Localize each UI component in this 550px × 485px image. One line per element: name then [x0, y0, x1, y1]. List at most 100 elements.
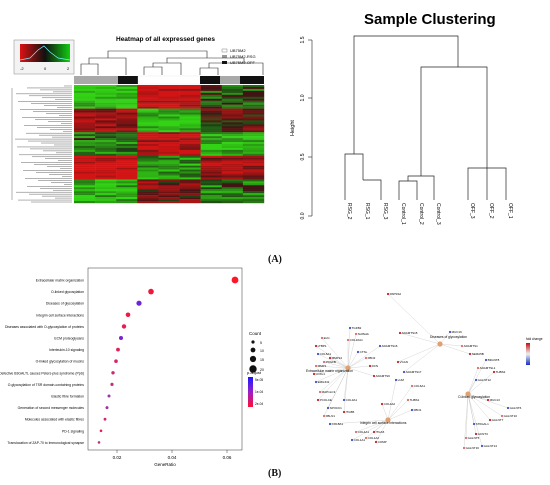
heatmap-cell	[116, 122, 138, 125]
heatmap-cell	[221, 197, 244, 200]
gene-label: MUC13	[490, 398, 501, 402]
heatmap-cell	[74, 118, 96, 121]
gene-node	[410, 408, 414, 412]
heatmap-cell	[221, 124, 244, 127]
heatmap-cell	[179, 187, 201, 190]
heatmap-cell	[74, 140, 96, 143]
heatmap-cell	[95, 116, 117, 119]
heatmap-cell	[95, 144, 117, 147]
heatmap-cell	[242, 191, 265, 194]
heatmap-cell	[221, 167, 244, 170]
gene-node	[364, 356, 368, 360]
heatmap-cell	[116, 181, 138, 184]
term-dot	[116, 347, 120, 352]
gene-node	[328, 356, 332, 360]
heatmap-cell	[137, 102, 159, 105]
heatmap-cell	[200, 102, 222, 105]
term-dot	[97, 441, 101, 444]
heatmap-cell	[137, 96, 159, 99]
heatmap-cell	[242, 88, 265, 92]
heatmap-cell	[200, 193, 222, 196]
heatmap-cell	[158, 92, 180, 96]
heatmap-cell	[221, 112, 244, 115]
heatmap-cell	[137, 159, 159, 162]
heatmap-cell	[242, 96, 265, 99]
heatmap-cell	[179, 179, 201, 182]
heatmap-cell	[116, 90, 138, 94]
network-edge	[329, 357, 349, 369]
heatmap-cell	[221, 201, 244, 204]
gene-label: DCN	[372, 364, 379, 368]
term-dot	[99, 429, 103, 433]
heatmap-cell	[116, 92, 138, 96]
network-edge	[343, 367, 349, 401]
gene-node	[320, 336, 324, 340]
heatmap-cell	[179, 181, 201, 184]
heatmap-cell	[221, 134, 244, 137]
heatmap-cell	[200, 147, 222, 151]
heatmap-cell	[200, 124, 222, 127]
heatmap-cell	[158, 201, 180, 204]
heatmap-cell	[200, 128, 222, 131]
heatmap-cell	[179, 197, 201, 200]
fold-change-legend: fold change	[526, 337, 543, 365]
heatmap-cell	[200, 122, 222, 125]
heatmap-cell	[116, 151, 138, 155]
heatmap-cell	[158, 195, 180, 198]
heatmap-cell	[179, 142, 201, 145]
network-edge	[351, 419, 389, 441]
heatmap-cell	[242, 144, 265, 147]
gene-node	[314, 380, 318, 384]
heatmap-cell	[116, 144, 138, 147]
gene-node	[378, 344, 382, 348]
heatmap-cell	[221, 187, 244, 190]
network-edges	[313, 293, 509, 449]
gene-node	[506, 406, 510, 410]
heatmap-cell	[242, 197, 265, 200]
heatmap-cell	[137, 187, 159, 190]
heatmap-cell	[74, 90, 96, 94]
heatmap-cell	[95, 118, 117, 121]
heatmap-cell	[74, 147, 96, 151]
heatmap-cell	[95, 171, 117, 174]
heatmap-cell	[116, 191, 138, 194]
y-axis-label: Height	[290, 120, 296, 136]
heatmap-cell	[200, 120, 222, 123]
gene-node	[314, 364, 318, 368]
gene-node	[348, 326, 352, 330]
heatmap-cell	[95, 140, 117, 143]
heatmap-cell	[137, 161, 159, 164]
heatmap-cell	[74, 173, 96, 176]
heatmap-cell	[221, 155, 244, 158]
heatmap-cell	[74, 138, 96, 141]
heatmap-cell	[95, 114, 117, 117]
gene-label: COL1A1	[354, 438, 366, 442]
heatmap-cell	[200, 191, 222, 194]
heatmap-cell	[221, 110, 244, 113]
network-edge	[329, 419, 389, 425]
network-edge	[465, 393, 469, 439]
heatmap-cell	[137, 114, 159, 117]
heatmap-cell	[116, 86, 138, 90]
heatmap-cell	[242, 136, 265, 139]
heatmap-cell	[179, 90, 201, 94]
heatmap-cell	[242, 90, 265, 94]
heatmap-cell	[74, 122, 96, 125]
heatmap-cell	[200, 85, 222, 88]
heatmap-cell	[158, 128, 180, 131]
term-dot	[105, 406, 109, 410]
heatmap-cell	[74, 114, 96, 117]
heatmap-cell	[200, 100, 222, 103]
gene-label: COL8A1	[332, 422, 344, 426]
gene-label: MMP14	[332, 356, 343, 360]
gene-node	[380, 402, 384, 406]
heatmap-cell	[221, 85, 244, 88]
heatmap-cell	[179, 120, 201, 123]
heatmap-cell	[221, 185, 244, 188]
heatmap-cell	[95, 173, 117, 176]
heatmap-cell	[158, 177, 180, 180]
heatmap-cell	[200, 114, 222, 117]
heatmap-cell	[74, 183, 96, 186]
heatmap-cell	[137, 118, 159, 121]
gene-label: ITGB5	[346, 410, 355, 414]
